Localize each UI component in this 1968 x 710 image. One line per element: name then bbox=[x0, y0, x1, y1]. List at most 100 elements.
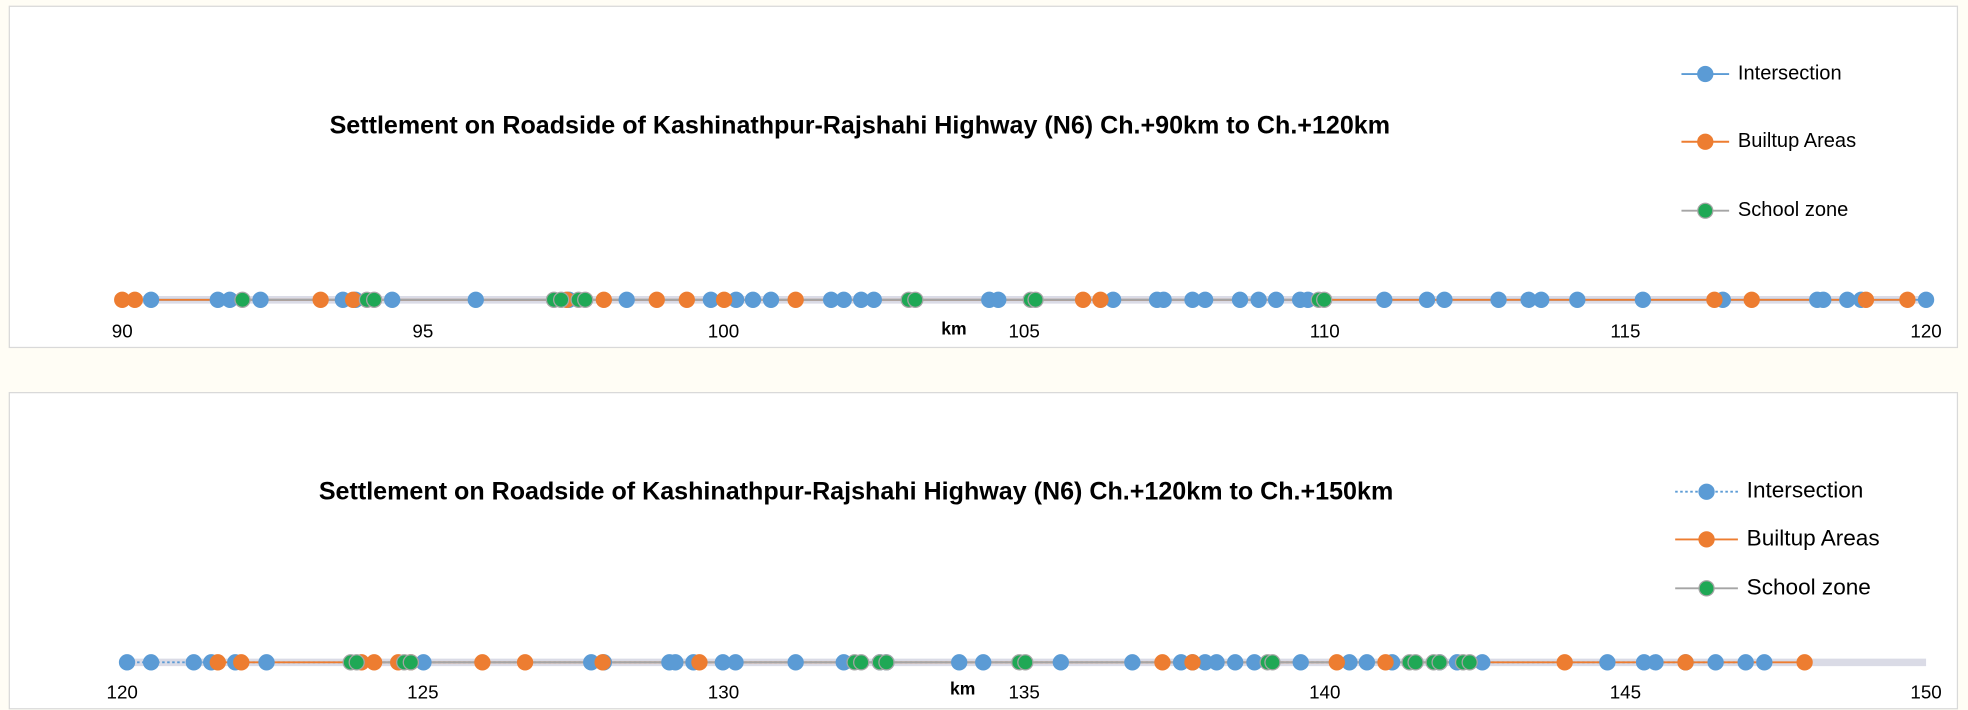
point bbox=[865, 291, 882, 308]
point bbox=[594, 654, 611, 671]
point bbox=[1839, 291, 1856, 308]
point bbox=[1599, 654, 1616, 671]
point bbox=[384, 291, 401, 308]
point bbox=[951, 654, 968, 671]
legend-marker bbox=[1698, 531, 1715, 548]
point bbox=[474, 654, 491, 671]
point bbox=[142, 654, 160, 671]
point bbox=[1707, 654, 1724, 671]
point bbox=[1227, 654, 1244, 671]
chart-title: Settlement on Roadside of Kashinathpur-R… bbox=[319, 478, 1393, 506]
x-tick-label: 120 bbox=[1910, 320, 1941, 341]
point bbox=[1647, 654, 1664, 671]
legend-marker bbox=[1697, 65, 1714, 83]
legend-marker bbox=[1697, 202, 1714, 219]
point bbox=[1017, 654, 1034, 671]
point bbox=[233, 654, 250, 671]
point bbox=[990, 291, 1007, 308]
point bbox=[595, 291, 612, 308]
point bbox=[1556, 654, 1573, 671]
x-axis-label: km bbox=[941, 319, 966, 339]
x-tick-label: 120 bbox=[107, 682, 138, 703]
point bbox=[1027, 291, 1044, 308]
legend-label: Builtup Areas bbox=[1738, 130, 1856, 152]
legend-label: School zone bbox=[1747, 574, 1871, 599]
x-tick-label: 115 bbox=[1610, 320, 1640, 341]
point bbox=[402, 654, 419, 671]
point bbox=[209, 654, 226, 671]
point bbox=[344, 291, 362, 308]
chart-title: Settlement on Roadside of Kashinathpur-R… bbox=[330, 111, 1390, 139]
point bbox=[1857, 291, 1875, 308]
point bbox=[1267, 291, 1285, 308]
point bbox=[1743, 291, 1760, 308]
point bbox=[1815, 291, 1832, 308]
point bbox=[1074, 291, 1092, 308]
x-tick-label: 125 bbox=[407, 682, 438, 703]
point bbox=[907, 291, 924, 308]
point bbox=[787, 291, 804, 308]
point bbox=[727, 654, 744, 671]
point bbox=[467, 291, 484, 308]
chart-frame bbox=[8, 5, 1959, 349]
point bbox=[126, 291, 143, 308]
legend-label: Intersection bbox=[1747, 478, 1864, 503]
point bbox=[516, 654, 534, 671]
point bbox=[348, 654, 365, 671]
x-tick-label: 145 bbox=[1610, 682, 1641, 703]
point bbox=[118, 654, 136, 671]
x-tick-label: 140 bbox=[1309, 682, 1340, 703]
point bbox=[744, 291, 762, 308]
point bbox=[1756, 654, 1773, 671]
point bbox=[667, 654, 684, 671]
point bbox=[618, 291, 635, 308]
point bbox=[1407, 654, 1424, 671]
point bbox=[1436, 291, 1453, 308]
point bbox=[1092, 291, 1109, 308]
point bbox=[1899, 291, 1916, 308]
point bbox=[1154, 654, 1171, 671]
point bbox=[1155, 291, 1172, 308]
point bbox=[762, 291, 780, 308]
legend-label: School zone bbox=[1738, 199, 1848, 221]
point bbox=[1184, 654, 1201, 671]
point bbox=[365, 291, 383, 308]
x-tick-label: 100 bbox=[708, 320, 739, 341]
point bbox=[787, 654, 804, 671]
point bbox=[1569, 291, 1586, 308]
point bbox=[878, 654, 895, 671]
point bbox=[1124, 654, 1141, 671]
point bbox=[365, 654, 383, 671]
x-tick-label: 150 bbox=[1910, 682, 1941, 703]
point bbox=[1231, 291, 1249, 308]
x-tick-label: 95 bbox=[412, 320, 433, 341]
point bbox=[1376, 291, 1393, 308]
legend-label: Builtup Areas bbox=[1747, 525, 1880, 550]
point bbox=[1208, 654, 1225, 671]
x-axis-label: km bbox=[950, 679, 975, 699]
point bbox=[1418, 291, 1436, 308]
x-tick-label: 110 bbox=[1310, 320, 1340, 341]
point bbox=[1461, 654, 1478, 671]
legend-label: Intersection bbox=[1738, 62, 1842, 84]
legend-marker bbox=[1698, 580, 1715, 597]
point bbox=[1358, 654, 1376, 671]
point bbox=[552, 291, 570, 308]
point bbox=[1377, 654, 1394, 671]
x-tick-label: 130 bbox=[708, 682, 739, 703]
legend-marker bbox=[1698, 483, 1715, 500]
x-tick-label: 135 bbox=[1008, 682, 1039, 703]
point bbox=[185, 654, 202, 671]
point bbox=[312, 291, 329, 308]
point bbox=[234, 291, 251, 308]
point bbox=[1917, 291, 1935, 308]
point bbox=[715, 291, 733, 308]
point bbox=[1264, 654, 1281, 671]
point bbox=[142, 291, 160, 308]
point bbox=[1634, 291, 1652, 308]
point bbox=[1533, 291, 1550, 308]
point bbox=[648, 291, 665, 308]
point bbox=[1490, 291, 1507, 308]
